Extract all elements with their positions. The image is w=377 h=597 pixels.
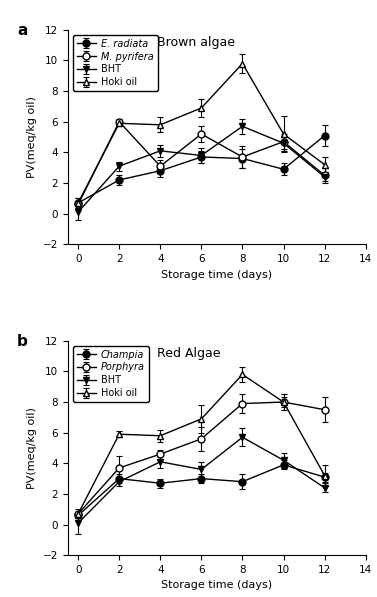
X-axis label: Storage time (days): Storage time (days) [161,580,272,590]
X-axis label: Storage time (days): Storage time (days) [161,270,272,279]
Legend: Champia, Porphyra, BHT, Hoki oil: Champia, Porphyra, BHT, Hoki oil [73,346,149,402]
Y-axis label: PV(meq/kg oil): PV(meq/kg oil) [27,407,37,489]
Legend: E. radiata, M. pyrifera, BHT, Hoki oil: E. radiata, M. pyrifera, BHT, Hoki oil [73,35,158,91]
Y-axis label: PV(meq/kg oil): PV(meq/kg oil) [27,96,37,178]
Text: a: a [17,23,28,38]
Text: Red Algae: Red Algae [157,347,221,360]
Text: Brown algae: Brown algae [157,36,235,50]
Text: b: b [17,334,28,349]
